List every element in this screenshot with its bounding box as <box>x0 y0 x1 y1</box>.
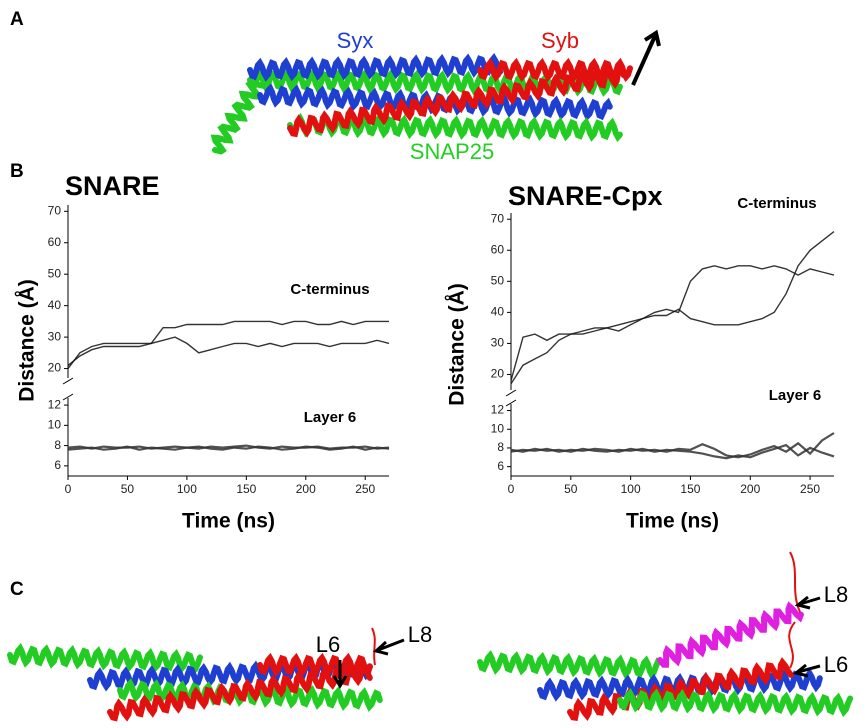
helix <box>117 678 383 712</box>
y-tick-label: 8 <box>54 438 61 452</box>
y-tick-label: 50 <box>48 266 62 280</box>
y-tick-label: 10 <box>491 421 505 435</box>
syx-label: Syx <box>337 28 374 53</box>
panel-label: A <box>10 9 24 30</box>
y-tick-label: 8 <box>497 440 504 454</box>
l8-label: L8 <box>408 622 432 647</box>
trace <box>510 265 835 381</box>
trace <box>510 443 835 460</box>
y-tick-label: 20 <box>48 361 62 375</box>
helix <box>477 650 664 681</box>
x-tick-label: 50 <box>121 482 135 496</box>
arrow <box>792 663 821 678</box>
protein-cartoons <box>7 52 854 722</box>
x-tick-label: 50 <box>564 482 578 496</box>
helix <box>477 57 633 83</box>
snap25-label: SNAP25 <box>410 139 494 164</box>
x-tick-label: 200 <box>740 482 760 496</box>
y-tick-label: 6 <box>497 459 504 473</box>
syb-label: Syb <box>541 28 579 53</box>
helix <box>107 662 373 722</box>
y-tick-label: 12 <box>491 403 505 417</box>
x-tick-label: 200 <box>296 482 316 496</box>
y-tick-label: 70 <box>491 211 505 225</box>
arrow <box>631 29 661 86</box>
l8-label: L8 <box>824 582 848 607</box>
x-axis-label: Time (ns) <box>182 510 275 533</box>
helix <box>257 652 373 678</box>
y-tick-label: 50 <box>491 273 505 287</box>
chart-title: SNARE-Cpx <box>508 181 663 211</box>
y-tick-label: 30 <box>48 329 62 343</box>
arrow <box>372 638 405 656</box>
y-tick-label: 6 <box>54 458 61 472</box>
trace-label: C-terminus <box>737 195 816 212</box>
arrow <box>794 595 821 610</box>
trace <box>510 231 835 385</box>
y-tick-label: 10 <box>48 418 62 432</box>
trace <box>67 336 390 366</box>
x-tick-label: 150 <box>236 482 256 496</box>
helix <box>617 688 854 718</box>
helix <box>210 79 268 155</box>
x-tick-label: 0 <box>65 482 72 496</box>
helix <box>7 643 203 674</box>
y-tick-label: 20 <box>491 367 505 381</box>
trace <box>67 445 390 451</box>
helix <box>287 65 627 138</box>
l6-label: L6 <box>824 652 848 677</box>
l6-label: L6 <box>316 632 340 657</box>
y-axis-label: Distance (Å) <box>445 283 469 406</box>
x-tick-label: 0 <box>508 482 515 496</box>
loop <box>371 627 376 666</box>
y-tick-label: 70 <box>48 203 62 217</box>
axis-break <box>62 377 74 401</box>
helix <box>657 601 804 668</box>
trace-label: Layer 6 <box>769 387 822 404</box>
panel-label: B <box>10 161 24 182</box>
loop <box>788 621 796 669</box>
helix <box>247 52 504 82</box>
trace-label: Layer 6 <box>304 409 357 426</box>
x-tick-label: 150 <box>680 482 700 496</box>
y-tick-label: 60 <box>491 242 505 256</box>
x-tick-label: 100 <box>621 482 641 496</box>
y-tick-label: 30 <box>491 336 505 350</box>
y-axis-label: Distance (Å) <box>15 279 39 402</box>
panel-label: C <box>10 579 24 600</box>
x-tick-label: 250 <box>800 482 820 496</box>
y-tick-label: 12 <box>48 397 62 411</box>
trace-label: C-terminus <box>290 281 369 298</box>
x-tick-label: 100 <box>177 482 197 496</box>
y-tick-label: 40 <box>491 305 505 319</box>
helix <box>567 657 794 722</box>
trace <box>67 320 389 370</box>
chart-title: SNARE <box>65 171 160 201</box>
y-tick-label: 60 <box>48 235 62 249</box>
y-tick-label: 40 <box>48 298 62 312</box>
helix <box>287 112 623 143</box>
arrow <box>332 660 348 689</box>
axis-break <box>505 389 517 407</box>
x-tick-label: 250 <box>355 482 375 496</box>
x-axis-label: Time (ns) <box>626 510 719 533</box>
